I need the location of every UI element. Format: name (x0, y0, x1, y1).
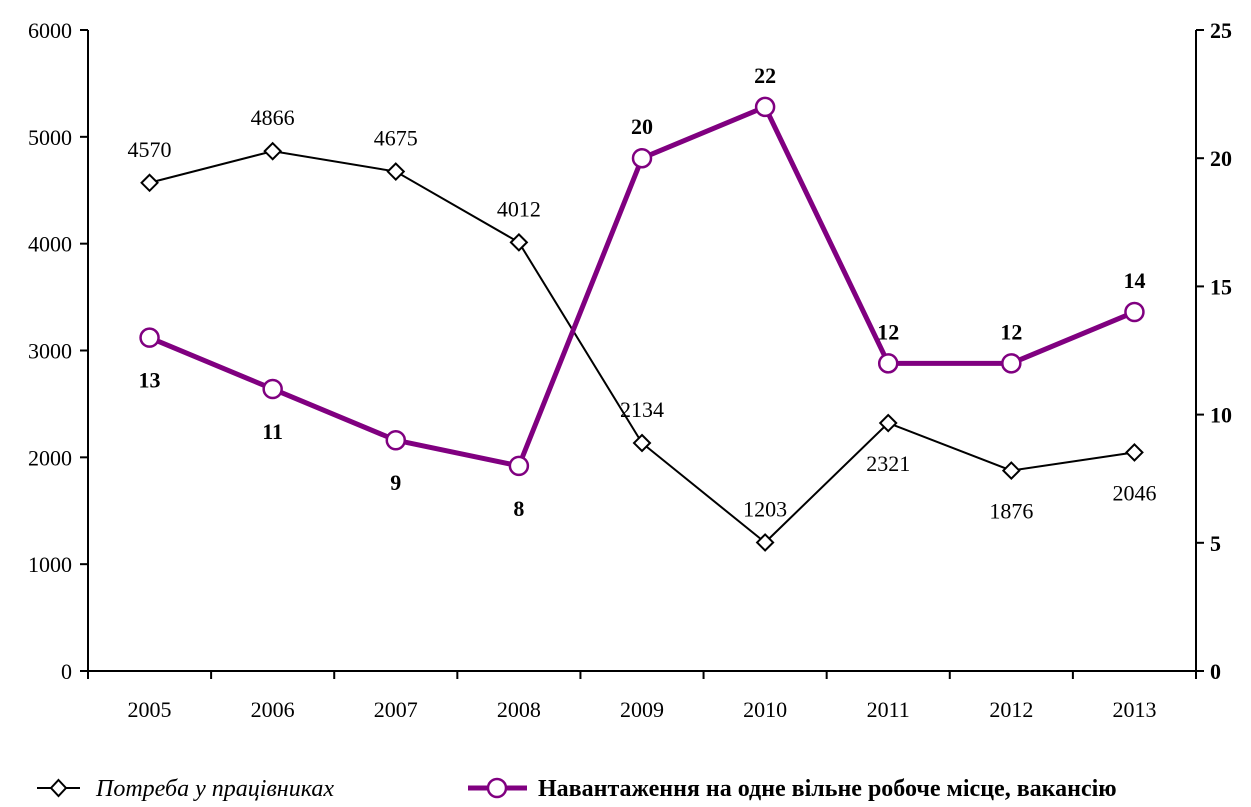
x-tick-label: 2013 (1112, 697, 1156, 722)
point-load (1124, 301, 1145, 323)
data-label-load: 20 (631, 114, 653, 139)
data-label-demand: 2046 (1112, 480, 1156, 505)
data-label-demand: 1203 (743, 496, 787, 521)
x-tick-label: 2010 (743, 697, 787, 722)
data-label-demand: 4675 (374, 126, 418, 151)
data-labels: 4570 4866 4675 4012 2134 1203 2321 1876 2046 13 11… (128, 63, 1157, 524)
series-layer (139, 96, 1145, 552)
y-left-tick-label: 0 (61, 659, 72, 684)
legend-label-demand: Потреба у працівниках (95, 776, 334, 802)
point-demand (386, 162, 406, 181)
point-demand (509, 232, 529, 252)
data-label-load: 9 (390, 470, 401, 495)
data-label-load: 12 (1000, 319, 1022, 344)
legend: Потреба у працівниках Навантаження на од… (37, 776, 1117, 802)
point-load (877, 353, 899, 374)
point-load (385, 429, 407, 451)
x-tick-label: 2006 (251, 697, 295, 722)
point-demand (878, 413, 898, 433)
y-right-tick-label: 10 (1210, 403, 1232, 428)
y-right-tick-label: 5 (1210, 531, 1221, 556)
y-right-tick-label: 25 (1210, 18, 1232, 43)
point-load (1001, 353, 1022, 374)
y-left-tick-label: 5000 (28, 125, 72, 150)
legend-marker-circle-icon (486, 777, 508, 799)
point-demand (1125, 443, 1144, 462)
x-tick-label: 2012 (989, 697, 1033, 722)
point-load (631, 147, 653, 169)
data-label-demand: 2134 (620, 397, 664, 422)
data-label-load: 8 (513, 496, 524, 521)
data-label-demand: 1876 (989, 499, 1033, 524)
y-left-tick-label: 4000 (28, 232, 72, 257)
y-left-tick-label: 6000 (28, 18, 72, 43)
y-right-tick-label: 0 (1210, 659, 1221, 684)
x-tick-label: 2011 (867, 697, 910, 722)
point-demand (1001, 461, 1021, 480)
x-tick-label: 2007 (374, 697, 418, 722)
data-label-demand: 4866 (251, 105, 295, 130)
data-label-load: 14 (1123, 268, 1145, 293)
point-demand (755, 533, 775, 552)
series-line-demand (149, 150, 1135, 544)
x-tick-label: 2008 (497, 697, 541, 722)
point-demand (263, 141, 283, 161)
legend-marker-diamond-icon (49, 778, 68, 798)
data-label-load: 13 (139, 368, 161, 393)
data-label-load: 11 (262, 419, 283, 444)
y-left-tick-label: 1000 (28, 552, 72, 577)
data-label-load: 12 (877, 319, 899, 344)
point-load (262, 378, 283, 400)
point-demand (632, 433, 652, 453)
data-label-demand: 4012 (497, 196, 541, 221)
x-tick-label: 2009 (620, 697, 664, 722)
legend-label-load: Навантаження на одне вільне робоче місце… (538, 776, 1117, 802)
point-demand (140, 173, 159, 193)
data-label-demand: 2321 (866, 451, 910, 476)
data-label-load: 22 (754, 63, 776, 88)
y-left-tick-label: 3000 (28, 339, 72, 364)
x-tick-label: 2005 (128, 697, 172, 722)
data-label-demand: 4570 (128, 137, 172, 162)
point-load (754, 96, 776, 118)
y-left-tick-label: 2000 (28, 445, 72, 470)
axes: 0 1000 2000 3000 4000 5000 6000 0 5 10 15 20 25 2005 2… (28, 18, 1232, 722)
point-load (508, 455, 530, 477)
point-load (139, 327, 160, 348)
y-right-tick-label: 20 (1210, 146, 1232, 171)
y-right-tick-label: 15 (1210, 274, 1232, 299)
